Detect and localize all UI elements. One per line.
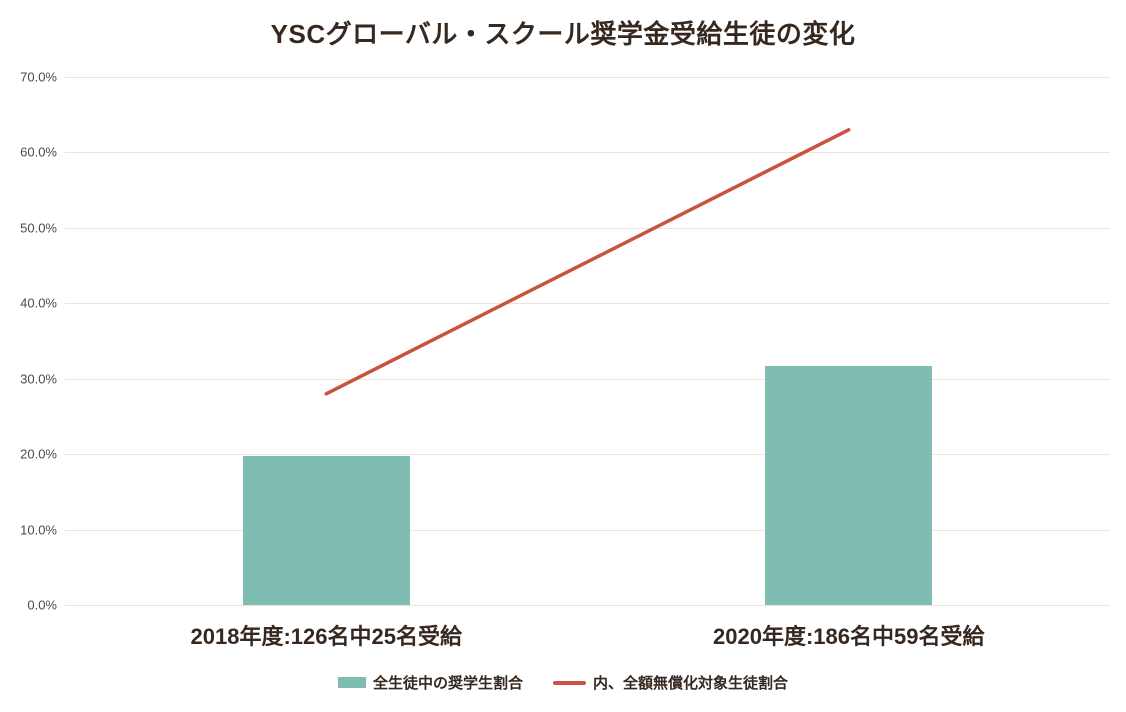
legend-item-bar-series: 全生徒中の奨学生割合 bbox=[337, 672, 523, 693]
line-series-swatch-icon bbox=[553, 680, 586, 685]
y-axis: 0.0% 10.0% 20.0% 30.0% 40.0% 50.0% 60.0% 70.0% bbox=[0, 70, 57, 613]
legend-item-line-series: 内、全額無償化対象生徒割合 bbox=[553, 672, 788, 693]
gridline bbox=[65, 152, 1110, 154]
x-category-label: 2018年度:126名中25名受給 bbox=[190, 624, 462, 649]
legend-label-line-series: 内、全額無償化対象生徒割合 bbox=[593, 675, 789, 692]
gridline bbox=[65, 605, 1110, 606]
y-tick-label: 30.0% bbox=[20, 371, 57, 387]
bar bbox=[242, 455, 410, 605]
chart-title: YSCグローバル・スクール奨学金受給生徒の変化 bbox=[270, 19, 856, 49]
trend-line-layer bbox=[324, 128, 851, 396]
bar-series-swatch-icon bbox=[337, 677, 366, 688]
y-tick-label: 10.0% bbox=[20, 522, 57, 538]
bar bbox=[765, 365, 933, 605]
gridline bbox=[65, 378, 1110, 380]
legend: 全生徒中の奨学生割合 内、全額無償化対象生徒割合 bbox=[0, 672, 1126, 693]
gridline bbox=[65, 529, 1110, 531]
y-tick-label: 60.0% bbox=[20, 144, 57, 160]
gridline bbox=[65, 227, 1110, 229]
gridline bbox=[65, 454, 1110, 456]
plot-area bbox=[65, 77, 1110, 606]
y-tick-label: 20.0% bbox=[20, 446, 57, 462]
y-tick-label: 0.0% bbox=[27, 597, 57, 613]
y-tick-label: 70.0% bbox=[20, 69, 57, 85]
gridline bbox=[65, 303, 1110, 305]
y-tick-label: 50.0% bbox=[20, 220, 57, 236]
x-axis: 2018年度:126名中25名受給 2020年度:186名中59名受給 bbox=[65, 619, 1110, 657]
y-tick-label: 40.0% bbox=[20, 295, 57, 311]
trend-line bbox=[324, 128, 851, 396]
x-category-label: 2020年度:186名中59名受給 bbox=[713, 624, 985, 649]
legend-label-bar-series: 全生徒中の奨学生割合 bbox=[372, 675, 523, 692]
gridline bbox=[65, 77, 1110, 78]
